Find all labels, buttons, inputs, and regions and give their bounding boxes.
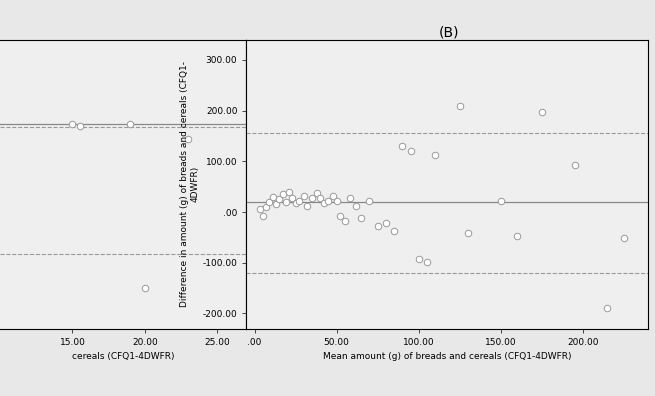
Point: [125, 120, 136, 127]
Point: [455, 102, 465, 109]
Point: [287, 195, 297, 201]
Point: [351, 203, 362, 209]
Point: [323, 198, 333, 204]
Point: [284, 188, 294, 195]
X-axis label: Mean amount (g) of breads and cereals (CFQ1-4DWFR): Mean amount (g) of breads and cereals (C…: [323, 352, 572, 361]
Point: [569, 162, 580, 169]
Point: [67, 120, 78, 127]
Point: [293, 198, 304, 204]
Point: [618, 235, 629, 242]
Point: [299, 192, 309, 199]
Point: [512, 233, 523, 240]
Point: [397, 143, 407, 149]
X-axis label: cereals (CFQ1-4DWFR): cereals (CFQ1-4DWFR): [72, 352, 174, 361]
Text: (B): (B): [438, 26, 459, 40]
Point: [602, 305, 612, 312]
Point: [331, 198, 342, 204]
Point: [315, 195, 326, 201]
Point: [261, 204, 271, 210]
Point: [312, 190, 322, 196]
Point: [373, 223, 383, 229]
Point: [274, 196, 284, 202]
Point: [290, 200, 301, 206]
Point: [254, 206, 265, 213]
Point: [345, 195, 355, 201]
Point: [183, 136, 194, 142]
Point: [496, 198, 506, 204]
Point: [335, 213, 345, 219]
Point: [307, 195, 317, 201]
Point: [430, 152, 440, 158]
Point: [422, 259, 432, 265]
Point: [280, 199, 291, 205]
Point: [267, 194, 278, 200]
Point: [536, 109, 547, 115]
Point: [389, 228, 400, 234]
Point: [271, 201, 281, 208]
Point: [364, 198, 375, 204]
Point: [277, 191, 288, 198]
Point: [257, 213, 268, 219]
Point: [140, 284, 150, 291]
Point: [328, 192, 339, 199]
Point: [381, 220, 391, 227]
Point: [318, 200, 329, 206]
Point: [356, 215, 367, 221]
Point: [405, 148, 416, 154]
Y-axis label: Difference in amount (g) of breads and cereals (CFQ1-
4DWFR): Difference in amount (g) of breads and c…: [180, 61, 200, 307]
Point: [75, 123, 85, 129]
Point: [264, 199, 274, 205]
Point: [413, 255, 424, 262]
Point: [462, 230, 473, 236]
Point: [302, 203, 312, 209]
Point: [340, 218, 350, 224]
